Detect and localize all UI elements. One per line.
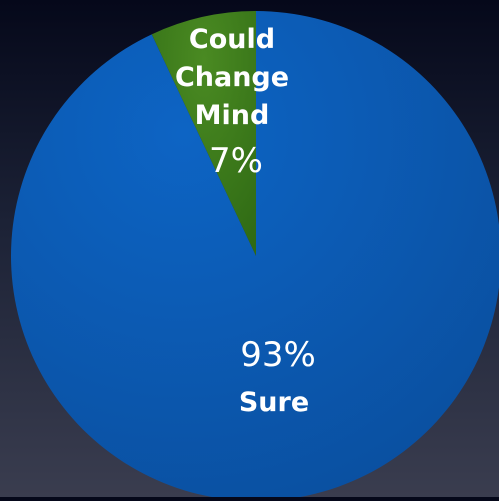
pie-slice-could-change-mind bbox=[151, 11, 256, 256]
slice-label-sure-line-1: Sure bbox=[239, 387, 309, 418]
slice-label-could-change-mind-line-2: Change bbox=[175, 62, 289, 93]
slice-label-could-change-mind-line-1: Could bbox=[189, 24, 275, 55]
slice-value-could-change-mind: 7% bbox=[209, 141, 263, 181]
pie-slice-sure bbox=[11, 11, 499, 501]
pie-slices bbox=[11, 11, 499, 501]
slice-label-could-change-mind-line-3: Mind bbox=[195, 100, 270, 131]
slice-value-sure: 93% bbox=[240, 335, 316, 375]
pie-labels: Could Change Mind 7% Sure 93% bbox=[175, 24, 316, 418]
